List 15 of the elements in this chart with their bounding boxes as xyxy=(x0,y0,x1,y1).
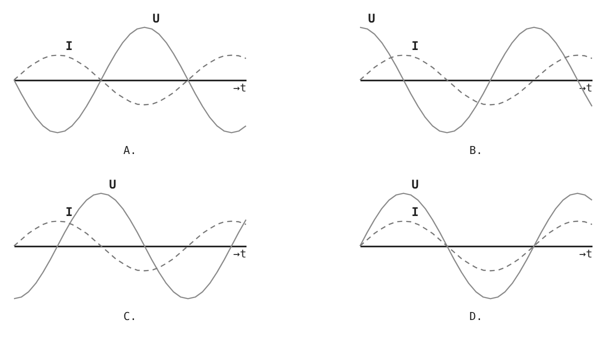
x-axis-title: →t xyxy=(233,248,246,260)
series-label: I xyxy=(66,205,73,220)
series-label: U xyxy=(152,11,160,26)
text: B. xyxy=(469,144,483,157)
x-axis-title: →t xyxy=(233,82,246,94)
series-label: I xyxy=(66,39,73,54)
series-label: U xyxy=(109,177,116,192)
series-label: I xyxy=(412,39,419,54)
text: D. xyxy=(469,310,483,323)
series-label: U xyxy=(412,177,419,192)
series-label: U xyxy=(368,11,376,26)
text: A. xyxy=(123,144,137,157)
text: C. xyxy=(123,310,137,323)
series-label: I xyxy=(412,205,419,220)
x-axis-title: →t xyxy=(579,248,592,260)
